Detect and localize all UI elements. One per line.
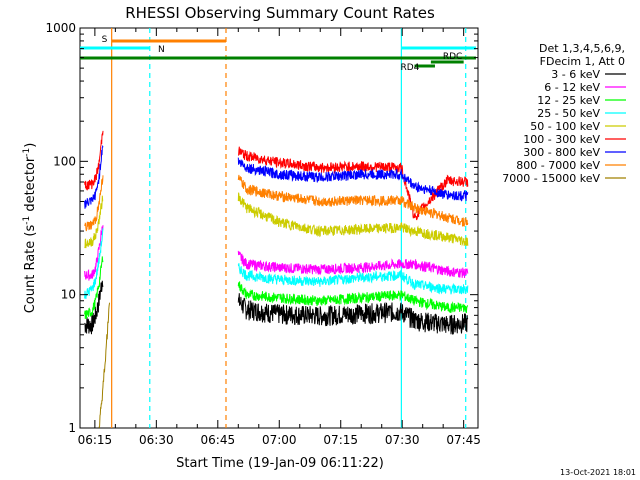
series-line: [84, 144, 104, 209]
x-tick-label: 06:30: [139, 433, 174, 447]
flag-bar-label: RDC: [443, 52, 462, 62]
chart-title: RHESSI Observing Summary Count Rates: [125, 4, 435, 22]
x-tick-label: 06:15: [78, 433, 113, 447]
x-axis-ticks: 06:15 06:30 06:45 07:00 07:15 07:30 07:45: [78, 28, 481, 447]
y-axis-ticks: 1 10 100 1000: [45, 21, 478, 435]
y-tick-label: 1: [68, 421, 76, 435]
legend-entry-label: 300 - 800 keV: [523, 146, 600, 159]
series-line: [84, 256, 104, 320]
series-line: [238, 146, 469, 221]
series-line: [237, 293, 469, 335]
series-line: [84, 195, 104, 249]
y-axis-label: Count Rate (s-1 detector-1): [22, 143, 38, 314]
series-line: [84, 228, 104, 299]
series-line: [84, 175, 104, 232]
series-line: [84, 130, 104, 191]
x-tick-label: 07:30: [385, 433, 420, 447]
x-tick-label: 07:00: [262, 433, 297, 447]
series-line: [237, 192, 469, 247]
series-line: [84, 280, 104, 335]
y-tick-label: 1000: [45, 21, 76, 35]
x-axis-label: Start Time (19-Jan-09 06:11:22): [176, 456, 384, 471]
series-line: [237, 174, 469, 228]
series-lines: [84, 130, 469, 428]
legend-header: FDecim 1, Att 0: [540, 55, 625, 68]
legend-entry-label: 50 - 100 keV: [530, 120, 600, 133]
footer-date: 13-Oct-2021 18:01: [560, 468, 636, 477]
series-line: [237, 281, 469, 314]
legend-header: Det 1,3,4,5,6,9,: [539, 42, 625, 55]
x-tick-label: 07:45: [446, 433, 481, 447]
flag-bar-label: RD4: [400, 63, 419, 73]
legend-entry-label: 12 - 25 keV: [537, 94, 600, 107]
legend-entry-label: 7000 - 15000 keV: [502, 172, 600, 185]
flag-bar-label: N: [158, 45, 165, 55]
legend-entry-label: 25 - 50 keV: [537, 107, 600, 120]
series-line: [98, 302, 110, 428]
vertical-markers: [111, 28, 467, 428]
y-tick-label: 10: [61, 288, 76, 302]
legend-entry-label: 100 - 300 keV: [523, 133, 600, 146]
legend: Det 1,3,4,5,6,9,FDecim 1, Att 03 - 6 keV…: [502, 42, 626, 185]
legend-entry-label: 3 - 6 keV: [551, 68, 600, 81]
legend-entry-label: 800 - 7000 keV: [516, 159, 600, 172]
series-line: [237, 250, 469, 279]
series-line: [84, 225, 104, 281]
x-tick-label: 07:15: [323, 433, 358, 447]
x-tick-label: 06:45: [201, 433, 236, 447]
attenuator-flag-bars: S N RDC RD4: [80, 35, 476, 73]
series-line: [237, 157, 469, 202]
flag-bar-label: S: [102, 35, 108, 45]
series-line: [237, 263, 469, 295]
legend-entry-label: 6 - 12 keV: [544, 81, 600, 94]
y-tick-label: 100: [53, 154, 76, 168]
